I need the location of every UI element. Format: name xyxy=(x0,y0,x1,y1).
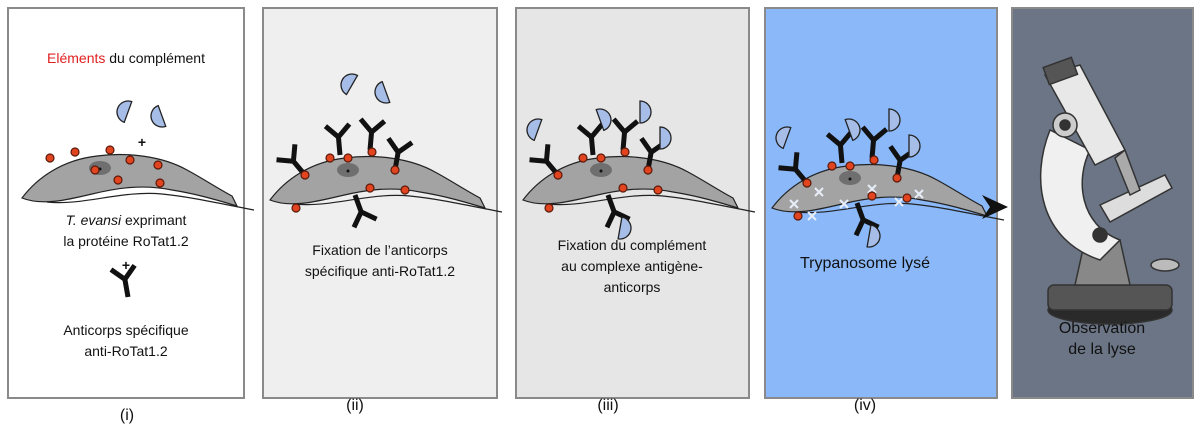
icon xyxy=(125,155,135,165)
antibody-text: anti-RoTat1.2 xyxy=(84,343,167,359)
icon xyxy=(390,165,400,175)
protein-text: la protéine RoTat1.2 xyxy=(63,233,189,249)
shape xyxy=(1114,148,1141,197)
caption: de la lyse xyxy=(1068,341,1136,358)
plus: + xyxy=(138,134,146,150)
caption: Fixation de l’anticorps xyxy=(312,242,447,258)
caption: au complexe antigène- xyxy=(561,258,703,274)
icon xyxy=(544,203,554,213)
icon xyxy=(643,165,653,175)
icon xyxy=(325,153,335,163)
antibody-text: Anticorps spécifique xyxy=(63,322,189,338)
icon xyxy=(45,153,55,163)
icon xyxy=(867,191,877,201)
shape: T. evansi xyxy=(66,212,122,228)
icon xyxy=(300,170,310,180)
icon xyxy=(869,155,879,165)
panel xyxy=(7,7,245,399)
shape xyxy=(1059,119,1071,131)
icon xyxy=(113,175,123,185)
icon xyxy=(400,185,410,195)
shape xyxy=(1150,258,1180,272)
icon xyxy=(90,165,100,175)
icon xyxy=(367,147,377,157)
icon xyxy=(618,183,628,193)
icon xyxy=(155,178,165,188)
icon xyxy=(70,147,80,157)
shape: Eléments xyxy=(47,50,105,66)
icon xyxy=(596,153,606,163)
shape xyxy=(1098,174,1174,224)
icon xyxy=(620,147,630,157)
icon xyxy=(802,178,812,188)
shape xyxy=(789,184,924,221)
plus: + xyxy=(122,257,130,273)
panel-label: (iv) xyxy=(854,397,876,414)
caption: anticorps xyxy=(604,279,661,295)
shape xyxy=(1047,284,1173,311)
shape: du complément xyxy=(105,50,205,66)
icon xyxy=(902,193,912,203)
panel-title: Eléments du complément xyxy=(47,50,205,66)
icon xyxy=(793,211,803,221)
organism-text: T. evansi exprimant xyxy=(66,212,187,228)
icon xyxy=(827,161,837,171)
panel xyxy=(1011,7,1194,399)
icon xyxy=(845,161,855,171)
caption: Trypanosome lysé xyxy=(800,255,930,272)
icon xyxy=(553,170,563,180)
icon xyxy=(291,203,301,213)
caption: Observation xyxy=(1059,320,1145,337)
shape xyxy=(1042,56,1079,86)
panel-label: (ii) xyxy=(346,397,364,414)
icon xyxy=(653,185,663,195)
icon xyxy=(343,153,353,163)
icon xyxy=(105,145,115,155)
arrow xyxy=(982,195,1008,219)
shape xyxy=(1039,128,1122,261)
caption: spécifique anti-RoTat1.2 xyxy=(305,263,455,279)
shape xyxy=(1092,227,1108,243)
caption: Fixation du complément xyxy=(558,237,707,253)
panel-label: (i) xyxy=(120,407,134,424)
shape xyxy=(789,184,924,221)
panel-label: (iii) xyxy=(597,397,618,414)
icon xyxy=(578,153,588,163)
icon xyxy=(153,160,163,170)
icon xyxy=(892,173,902,183)
microscope-icon xyxy=(1039,56,1180,325)
icon xyxy=(365,183,375,193)
shape: exprimant xyxy=(121,212,186,228)
